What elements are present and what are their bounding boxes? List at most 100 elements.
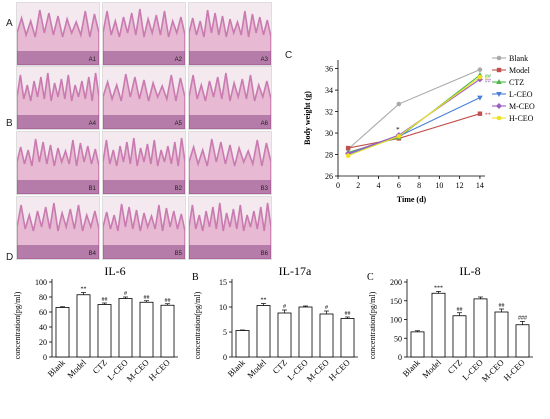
bar-h-ceo [160, 304, 175, 358]
significance-label: ## [457, 307, 463, 313]
y-tick-label: 0 [223, 353, 227, 362]
micrograph-label: B1 [88, 186, 96, 192]
panel-label-d: D [6, 252, 14, 263]
series-line-blank [347, 69, 481, 150]
y-tick-label: 5 [223, 328, 227, 337]
significance-label: ## [485, 78, 491, 84]
micrograph-label: B3 [260, 186, 268, 192]
micrograph-a4: A4 [16, 66, 100, 130]
micrograph-b3: B3 [188, 131, 272, 195]
micrograph-b6: B6 [188, 196, 272, 260]
significance-label: ** [81, 287, 87, 293]
legend-marker [496, 79, 502, 84]
legend-marker [496, 67, 502, 73]
data-point-model [345, 145, 351, 151]
significance-label: ## [485, 74, 491, 80]
panel-label: B [192, 272, 199, 283]
bar-h-ceo [515, 324, 530, 358]
data-point-model [477, 111, 483, 116]
y-tick-label: 0 [398, 353, 402, 362]
x-tick-label: 14 [476, 181, 484, 190]
significance-label: # [283, 304, 286, 310]
x-axis-label: Time (d) [397, 195, 427, 204]
panel-label-c: C [285, 50, 293, 61]
y-tick-label: 32 [325, 108, 333, 117]
significance-label: ## [345, 311, 351, 317]
y-tick-label: 50 [394, 334, 402, 343]
chart-title: IL-17a [279, 264, 312, 278]
y-tick-label: 28 [325, 151, 333, 160]
x-tick-label: 10 [435, 181, 443, 190]
y-tick-label: 34 [325, 86, 333, 95]
bar-h-ceo [340, 318, 355, 358]
data-point-blank [477, 67, 483, 72]
micrograph-label: A6 [260, 121, 268, 127]
x-tick-label: 0 [336, 181, 340, 190]
data-point-h-ceo [345, 153, 351, 158]
panel-label-a: A [6, 18, 13, 29]
legend-marker [496, 103, 502, 109]
legend-marker [496, 115, 502, 121]
significance-label: # [124, 291, 127, 297]
y-tick-label: 100 [390, 316, 402, 325]
data-point-h-ceo [477, 74, 483, 80]
legend-marker [496, 92, 502, 97]
series-line-ctz [347, 74, 481, 153]
significance-label: ** [485, 113, 491, 119]
category-label: H-CEO [326, 357, 351, 382]
significance-label: ## [102, 297, 108, 303]
significance-label: ** [261, 298, 267, 304]
micrograph-label: B4 [88, 251, 96, 257]
legend-entry: Blank [509, 54, 528, 63]
data-point-blank [396, 101, 402, 107]
micrograph-label: B6 [260, 251, 268, 257]
bar-ctz [452, 315, 467, 358]
bar-m-ceo [494, 311, 509, 358]
panel-label-b: B [6, 118, 13, 129]
x-tick-label: 4 [377, 181, 381, 190]
y-tick-label: 36 [325, 65, 333, 74]
legend-entry: L-CEO [509, 90, 533, 99]
category-label: Blank [225, 357, 247, 379]
category-label: H-CEO [501, 357, 526, 382]
micrograph-a3: A3 [188, 2, 272, 66]
x-tick-label: 6 [397, 181, 401, 190]
data-point-l-ceo [477, 95, 483, 101]
micrograph-b5: B5 [102, 196, 186, 260]
micrograph-a1: A1 [16, 2, 100, 66]
y-tick-label: 200 [390, 278, 402, 287]
y-tick-label: 15 [219, 278, 227, 287]
category-label: Blank [45, 357, 67, 379]
x-tick-label: 12 [456, 181, 464, 190]
category-label: H-CEO [146, 357, 171, 382]
legend-entry: Model [509, 66, 531, 75]
significance-label: * [396, 126, 400, 134]
bar-l-ceo [298, 306, 313, 358]
category-label: Model [65, 357, 88, 380]
il-8-chart: C IL-8 0 50 100 150 200 concentration(pg/ml) Bla… [367, 264, 533, 384]
micrograph-label: A3 [260, 57, 268, 63]
bar-blank [410, 331, 425, 358]
micrograph-a6: A6 [188, 66, 272, 130]
micrograph-b2: B2 [102, 131, 186, 195]
x-tick-label: 2 [356, 181, 360, 190]
category-label: M-CEO [479, 357, 505, 383]
y-tick-label: 100 [35, 278, 47, 287]
micrograph-b4: B4 [16, 196, 100, 260]
bar-model [431, 292, 446, 358]
bar-blank [235, 330, 250, 358]
y-tick-label: 30 [325, 129, 333, 138]
y-tick-label: 10 [219, 303, 227, 312]
bar-l-ceo [118, 298, 133, 358]
legend-entry: H-CEO [509, 114, 534, 123]
micrograph-label: A4 [88, 121, 96, 127]
micrograph-label: B2 [174, 186, 182, 192]
micrograph-label: A1 [88, 57, 96, 63]
category-label: M-CEO [124, 357, 150, 383]
micrograph-a5: A5 [102, 66, 186, 130]
chart-title: IL-8 [459, 264, 480, 278]
bar-m-ceo [139, 301, 154, 358]
x-tick-label: 8 [417, 181, 421, 190]
y-tick-label: 20 [39, 338, 47, 347]
y-tick-label: 60 [39, 308, 47, 317]
